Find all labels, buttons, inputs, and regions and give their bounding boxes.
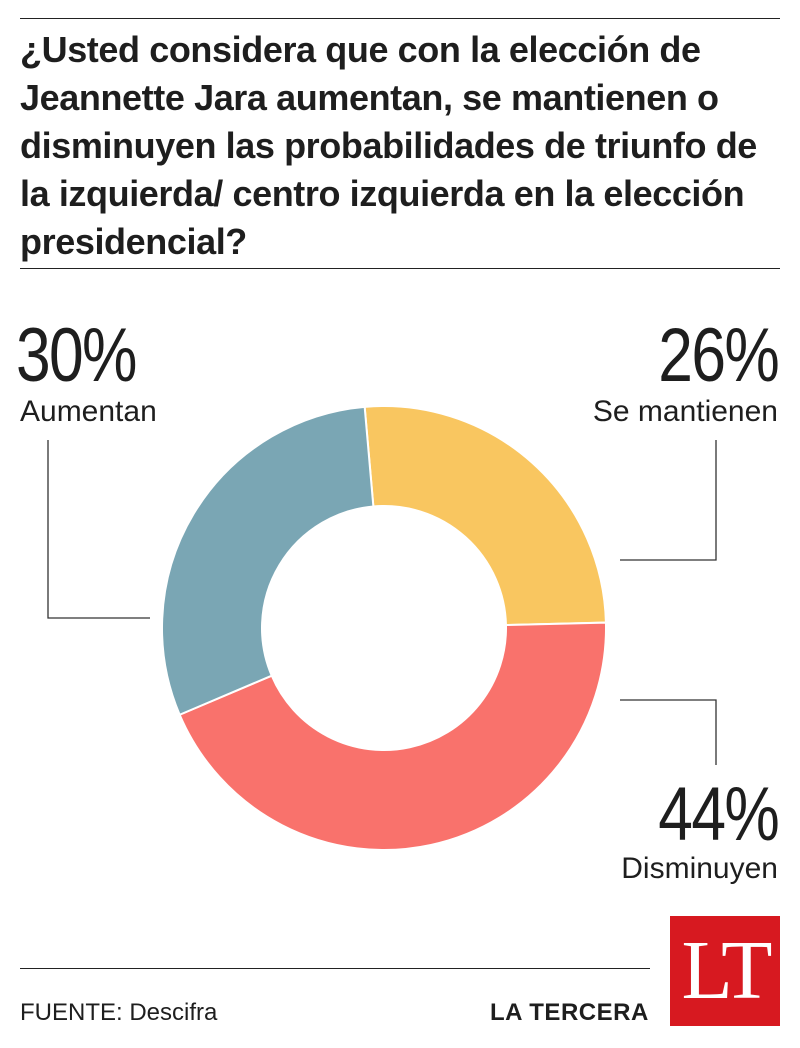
leader-line-se-mantienen [620, 440, 717, 561]
leader-line-disminuyen [620, 699, 717, 765]
slice-aumentan [161, 405, 375, 717]
leader-line-aumentan [47, 440, 150, 619]
footer-rule [20, 968, 650, 969]
slice-label-aumentan: Aumentan [20, 395, 157, 428]
title-divider [20, 268, 780, 269]
slice-value-disminuyen: 44% [658, 772, 779, 857]
brand-name: LA TERCERA [490, 999, 649, 1026]
slice-disminuyen [178, 621, 607, 851]
la-tercera-logo: LT [670, 916, 780, 1026]
top-rule [20, 18, 780, 19]
chart-title: ¿Usted considera que con la elección de … [20, 29, 757, 262]
slice-label-se-mantienen: Se mantienen [592, 395, 778, 428]
slice-se-mantienen [363, 405, 607, 627]
slice-value-aumentan: 30% [16, 313, 137, 398]
slice-value-se-mantienen: 26% [658, 313, 779, 398]
slice-label-disminuyen: Disminuyen [621, 852, 778, 885]
source-note: FUENTE: Descifra [20, 999, 218, 1026]
